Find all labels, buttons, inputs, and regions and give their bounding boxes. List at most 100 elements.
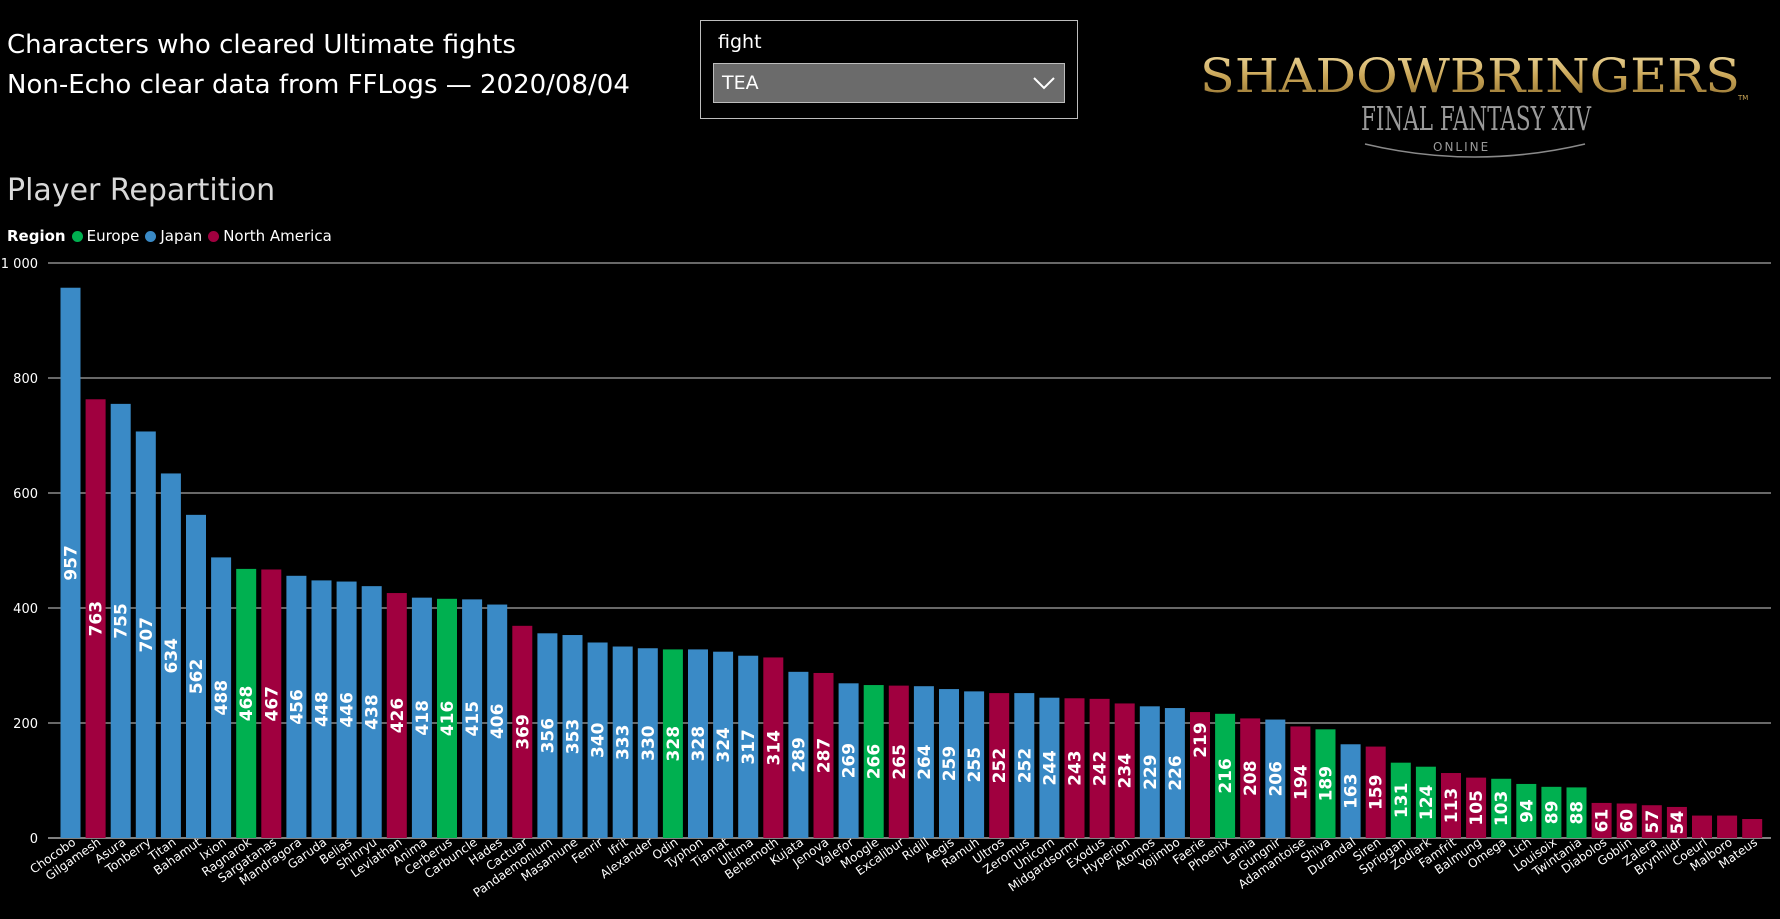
bar-value-label: 755 [112,603,132,639]
bar-value-label: 340 [589,722,609,758]
y-tick-label: 1 000 [1,257,38,272]
bar-value-label: 562 [187,659,207,695]
bar-value-label: 103 [1492,791,1512,827]
bar [939,689,959,838]
bar [186,514,206,838]
bar-value-label: 252 [990,748,1010,784]
bar-value-label: 234 [1116,753,1136,789]
bar [85,399,106,838]
bar [587,642,608,838]
bar [738,655,759,838]
bar-value-label: 94 [1517,799,1537,823]
bar [1390,762,1411,838]
bar [1064,698,1085,838]
bar [1466,777,1487,838]
bar-value-label: 353 [564,719,584,755]
bar [1616,803,1637,838]
bar-value-label: 269 [840,743,860,779]
bar [1415,766,1436,838]
bar-value-label: 356 [538,718,558,754]
bar-value-label: 763 [87,601,107,637]
legend-title: Region [7,227,66,245]
bar-value-label: 707 [137,617,157,653]
bar-value-label: 328 [689,726,709,762]
legend-item-europe[interactable]: Europe [71,227,140,245]
legend-item-north-america[interactable]: North America [208,227,332,245]
fight-dropdown-value: TEA [722,72,759,94]
bar [688,649,708,838]
chart-title-line1: Characters who cleared Ultimate fights [7,30,516,60]
bar [838,683,859,838]
bar-value-label: 219 [1191,722,1211,758]
bar [211,557,232,838]
bar-value-label: 418 [413,700,433,736]
bar-value-label: 88 [1568,801,1588,825]
logo-line3: ONLINE [1433,140,1490,154]
bar [1139,706,1160,838]
bar [160,473,181,838]
bar-value-label: 264 [915,744,935,780]
legend-swatch-europe [71,230,83,242]
shadowbringers-logo: SHADOWBRINGERS TM FINAL FANTASY XIV ONLI… [1200,50,1748,158]
bar [763,657,784,838]
bar [1591,802,1612,838]
bar [964,691,985,838]
bar [562,635,583,838]
bar-value-label: 333 [614,725,634,761]
y-tick-label: 200 [13,717,38,732]
bar-value-label: 61 [1593,809,1613,833]
bar [788,671,809,838]
bar-value-label: 330 [639,725,659,761]
bar-value-label: 488 [212,680,232,716]
bar-value-label: 206 [1266,761,1286,797]
bar [1641,805,1662,838]
bar [662,649,683,838]
bar [386,593,407,838]
logo-swoosh [1364,143,1586,158]
bar [1215,713,1236,838]
bar-value-label: 957 [62,545,82,581]
bar [1315,729,1336,838]
bar [361,586,382,838]
slicer-label: fight [718,31,762,53]
bar [1290,726,1311,838]
bar-value-label: 456 [287,689,307,725]
bar [60,287,81,839]
bar-value-label: 113 [1442,788,1462,824]
bar-value-label: 131 [1392,783,1412,819]
bar [989,693,1010,838]
bar [411,597,432,838]
bar [462,599,483,838]
chevron-down-icon [1033,77,1055,90]
legend-swatch-north-america [208,230,220,242]
bar [1265,719,1286,838]
bar-value-label: 446 [338,692,358,728]
bar [1089,698,1110,838]
fight-dropdown[interactable]: TEA [713,63,1065,103]
bar-value-label: 57 [1643,810,1663,834]
bar-value-label: 259 [940,746,960,782]
bar [537,633,558,838]
fight-slicer: fight TEA [700,20,1078,119]
bar [1516,783,1537,838]
legend-item-japan[interactable]: Japan [145,227,202,245]
bar [637,648,658,838]
bar-value-label: 54 [1668,810,1688,834]
bar [110,403,131,838]
bar [512,625,533,838]
bar [1666,806,1687,838]
bar-value-label: 438 [363,694,383,730]
bar [487,604,508,838]
bar-value-label: 255 [965,747,985,783]
bar [1164,708,1185,838]
bar [612,646,633,838]
legend-label-north-america: North America [223,227,332,245]
bar [437,598,457,838]
bar-value-label: 314 [764,730,784,766]
legend-label-europe: Europe [86,227,140,245]
chart-title-line2: Non-Echo clear data from FFLogs — 2020/0… [7,70,630,100]
bar [336,581,357,838]
bar-value-label: 287 [815,738,835,774]
bar-value-label: 124 [1417,784,1437,820]
